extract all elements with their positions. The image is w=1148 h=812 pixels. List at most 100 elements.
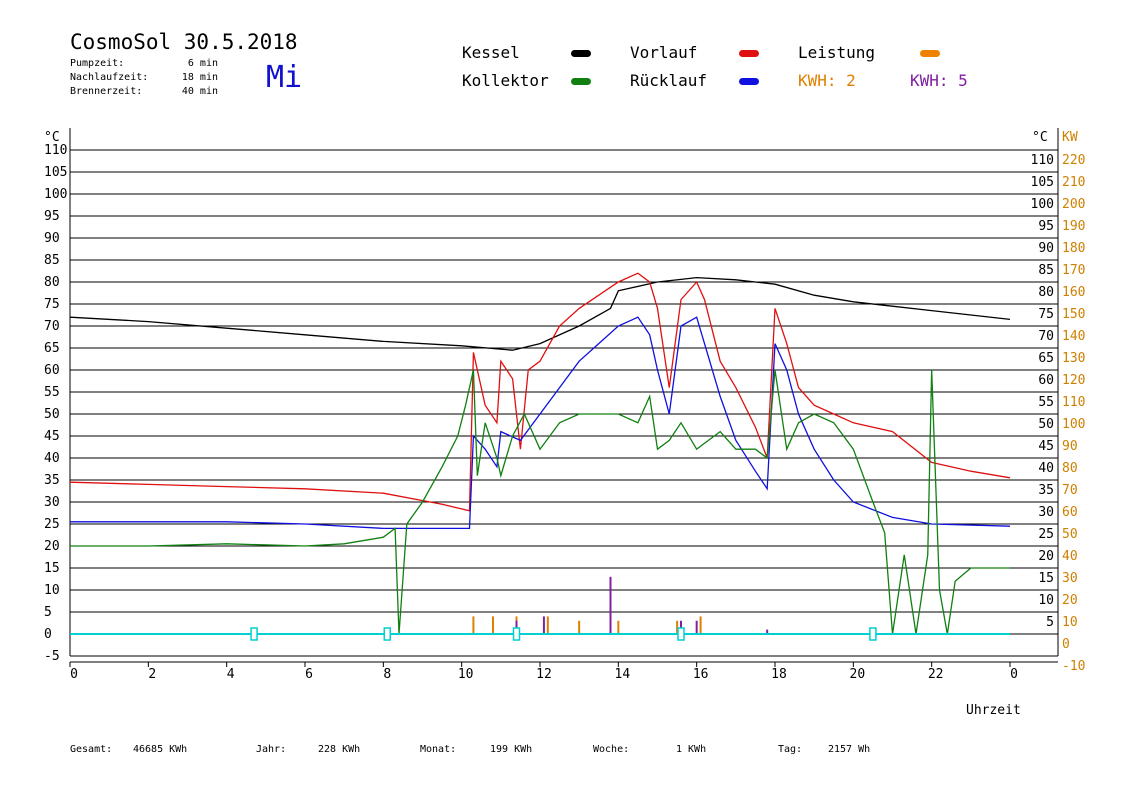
y-tick-kw-100: 100 — [1062, 417, 1085, 432]
y-tick-kw-20: 20 — [1062, 593, 1078, 608]
y-tick-kw-50: 50 — [1062, 527, 1078, 542]
y-tick-right-75: 75 — [1038, 307, 1054, 322]
y-tick-left--5: -5 — [44, 649, 60, 664]
y-axis-label-kw: KW — [1062, 130, 1078, 145]
y-tick-right-95: 95 — [1038, 219, 1054, 234]
y-tick-kw-90: 90 — [1062, 439, 1078, 454]
y-tick-kw-130: 130 — [1062, 351, 1085, 366]
legend-swatch-vorlauf — [739, 50, 759, 57]
y-tick-left-75: 75 — [44, 297, 60, 312]
y-tick-kw-200: 200 — [1062, 197, 1085, 212]
series-layer — [69, 272, 1011, 641]
marker-leistung-3 — [512, 627, 521, 641]
y-tick-kw--10: -10 — [1062, 659, 1085, 674]
x-tick-7: 14 — [615, 667, 631, 682]
y-tick-kw-60: 60 — [1062, 505, 1078, 520]
y-tick-kw-180: 180 — [1062, 241, 1085, 256]
y-tick-right-55: 55 — [1038, 395, 1054, 410]
y-tick-left-105: 105 — [44, 165, 67, 180]
y-tick-kw-30: 30 — [1062, 571, 1078, 586]
legend-swatch-kollektor — [571, 78, 591, 85]
y-tick-left-55: 55 — [44, 385, 60, 400]
x-axis-label: Uhrzeit — [966, 703, 1021, 718]
param-label-brennerzeit: Brennerzeit: — [70, 86, 143, 97]
y-tick-kw-120: 120 — [1062, 373, 1085, 388]
y-tick-right-50: 50 — [1038, 417, 1054, 432]
stat-value-tag: 2157 Wh — [828, 744, 871, 755]
param-value-nachlaufzeit: 18 min — [181, 72, 218, 83]
y-tick-left-35: 35 — [44, 473, 60, 488]
y-tick-kw-70: 70 — [1062, 483, 1078, 498]
stat-label-woche: Woche: — [593, 744, 630, 755]
y-tick-left-60: 60 — [44, 363, 60, 378]
y-tick-right-110: 110 — [1031, 153, 1054, 168]
param-label-pumpzeit: Pumpzeit: — [70, 58, 125, 69]
legend-label-vorlauf: Vorlauf — [630, 43, 698, 62]
chart-title: CosmoSol 30.5.2018 — [70, 30, 298, 54]
y-tick-kw-110: 110 — [1062, 395, 1085, 410]
y-tick-left-95: 95 — [44, 209, 60, 224]
y-tick-left-110: 110 — [44, 143, 67, 158]
y-tick-kw-0: 0 — [1062, 637, 1070, 652]
y-tick-kw-190: 190 — [1062, 219, 1085, 234]
y-tick-left-10: 10 — [44, 583, 60, 598]
legend-swatch-kessel — [571, 50, 591, 57]
x-tick-8: 16 — [693, 667, 709, 682]
legend-label-ruecklauf: Rücklauf — [630, 71, 708, 90]
y-tick-left-80: 80 — [44, 275, 60, 290]
x-tick-1: 2 — [148, 667, 156, 682]
y-tick-right-35: 35 — [1038, 483, 1054, 498]
y-tick-right-40: 40 — [1038, 461, 1054, 476]
stat-value-gesamt: 46685 KWh — [133, 744, 188, 755]
y-tick-kw-80: 80 — [1062, 461, 1078, 476]
y-tick-left-5: 5 — [44, 605, 52, 620]
legend-label-leistung: Leistung — [798, 43, 876, 62]
grid-layer — [69, 128, 1059, 663]
y-tick-kw-150: 150 — [1062, 307, 1085, 322]
axis-layer: 1101051009590858075706560555045403530252… — [44, 130, 1085, 718]
y-tick-kw-10: 10 — [1062, 615, 1078, 630]
y-tick-right-30: 30 — [1038, 505, 1054, 520]
y-tick-right-20: 20 — [1038, 549, 1054, 564]
y-tick-left-100: 100 — [44, 187, 67, 202]
stat-label-monat: Monat: — [420, 744, 457, 755]
y-tick-right-25: 25 — [1038, 527, 1054, 542]
y-tick-left-90: 90 — [44, 231, 60, 246]
y-tick-right-85: 85 — [1038, 263, 1054, 278]
y-tick-left-70: 70 — [44, 319, 60, 334]
weekday-label: Mi — [266, 60, 303, 95]
y-tick-right-5: 5 — [1046, 615, 1054, 630]
stat-value-woche: 1 KWh — [676, 744, 707, 755]
stat-label-tag: Tag: — [778, 744, 803, 755]
y-tick-right-100: 100 — [1031, 197, 1054, 212]
x-tick-9: 18 — [771, 667, 787, 682]
y-tick-left-40: 40 — [44, 451, 60, 466]
series-line-r-cklauf — [70, 316, 1011, 530]
y-tick-kw-170: 170 — [1062, 263, 1085, 278]
y-tick-left-50: 50 — [44, 407, 60, 422]
series-line-kollektor — [70, 369, 1010, 635]
y-tick-kw-40: 40 — [1062, 549, 1078, 564]
series-line-kessel — [69, 276, 1011, 351]
marker-leistung-1 — [250, 627, 258, 641]
y-tick-kw-220: 220 — [1062, 153, 1085, 168]
y-tick-right-105: 105 — [1031, 175, 1054, 190]
y-axis-label-right: °C — [1032, 130, 1048, 145]
marker-leistung-2 — [383, 627, 391, 641]
y-tick-right-80: 80 — [1038, 285, 1054, 300]
y-tick-kw-140: 140 — [1062, 329, 1085, 344]
legend-swatch-ruecklauf — [739, 78, 759, 85]
y-tick-left-15: 15 — [44, 561, 60, 576]
stat-value-monat: 199 KWh — [490, 744, 533, 755]
y-tick-left-25: 25 — [44, 517, 60, 532]
x-tick-6: 12 — [536, 667, 552, 682]
y-tick-right-10: 10 — [1038, 593, 1054, 608]
y-tick-right-15: 15 — [1038, 571, 1054, 586]
x-tick-3: 6 — [305, 667, 313, 682]
series-line-vorlauf — [69, 272, 1011, 512]
param-value-pumpzeit: 6 min — [187, 58, 218, 69]
stat-label-gesamt: Gesamt: — [70, 744, 113, 755]
y-tick-left-20: 20 — [44, 539, 60, 554]
y-tick-right-70: 70 — [1038, 329, 1054, 344]
